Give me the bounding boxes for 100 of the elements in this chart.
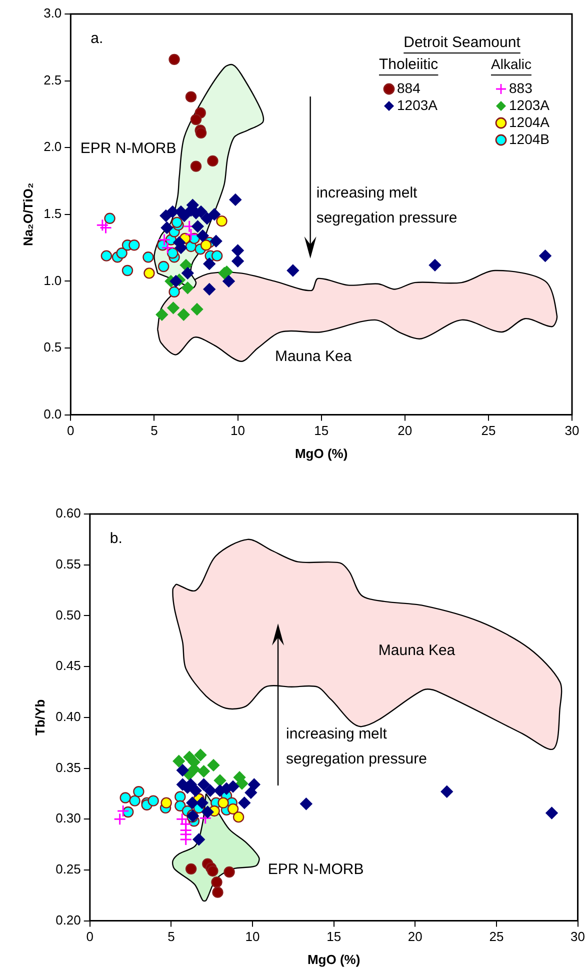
y-tick-label: 0.20 (56, 912, 81, 928)
annotation: increasing melt segregation pressure (286, 726, 427, 768)
y-axis-title: Tb/Yb (32, 699, 48, 736)
x-tick-label: 25 (481, 423, 496, 438)
point (171, 216, 183, 228)
legend-label: 1203A (509, 96, 550, 113)
point (128, 240, 140, 251)
point (192, 220, 204, 233)
y-tick-label: 0.40 (56, 708, 81, 724)
y-tick-label: 0.0 (44, 406, 62, 422)
point (207, 759, 220, 772)
y-tick-label: 0.5 (44, 340, 62, 355)
point (248, 778, 260, 791)
legend-title: Detroit Seamount (404, 34, 522, 52)
annotation: increasing melt segregation pressure (316, 184, 458, 227)
y-tick-label: 0.45 (56, 658, 81, 674)
point (174, 791, 186, 802)
point (172, 755, 185, 768)
point (194, 748, 207, 762)
point (546, 806, 558, 820)
y-tick-label: 0.60 (56, 506, 81, 521)
point (202, 806, 214, 818)
point (211, 876, 222, 888)
point (160, 210, 172, 222)
point (440, 786, 453, 798)
series-label: EPR N-MORB (80, 140, 176, 158)
point (190, 114, 202, 126)
point (104, 212, 116, 224)
x-tick-label: 20 (408, 929, 422, 944)
y-tick-label: 0.30 (56, 810, 81, 826)
point (203, 283, 216, 296)
series-label: Mauna Kea (274, 348, 352, 366)
text: a. (90, 30, 104, 48)
annotation: Alkalic (491, 56, 532, 72)
point (218, 797, 229, 808)
point (196, 230, 209, 242)
x-tick-label: 15 (314, 423, 329, 438)
x-tick-label: 15 (326, 929, 342, 944)
legend-label: 883 (509, 80, 533, 96)
point (100, 250, 112, 262)
point (214, 774, 226, 787)
point (227, 803, 239, 815)
point (156, 308, 168, 321)
x-tick-label: 20 (398, 423, 412, 438)
point (100, 222, 112, 234)
point (196, 796, 208, 809)
x-tick-label: 0 (86, 929, 94, 944)
point (192, 833, 205, 846)
annotation: Tholeiitic (379, 56, 439, 74)
x-tick-label: 5 (168, 929, 175, 944)
y-tick-label: 2.0 (44, 139, 62, 154)
point (190, 160, 202, 172)
x-axis-title: MgO (%) (294, 446, 348, 461)
point (232, 244, 244, 257)
point (210, 235, 222, 248)
point (184, 228, 198, 241)
y-tick-label: 3.0 (44, 6, 62, 21)
point (168, 286, 180, 298)
point (167, 302, 180, 314)
point (176, 764, 189, 776)
point (207, 155, 218, 167)
point (190, 303, 204, 316)
point (96, 218, 109, 232)
point (133, 786, 144, 798)
point (120, 792, 131, 804)
point (222, 275, 235, 288)
point (148, 795, 159, 806)
point (116, 248, 128, 259)
y-tick-label: 1.5 (44, 206, 62, 221)
legend-label: 1203A (397, 96, 438, 113)
point (203, 258, 216, 270)
text: b. (110, 530, 122, 548)
point (198, 765, 210, 778)
point (167, 248, 178, 259)
point (286, 264, 300, 277)
point (232, 811, 244, 823)
point (185, 91, 197, 102)
point (129, 795, 140, 806)
point (186, 796, 198, 809)
point (238, 796, 250, 809)
point (185, 863, 197, 875)
point (224, 866, 235, 878)
point (170, 275, 182, 288)
x-tick-label: 10 (230, 423, 246, 438)
point (428, 259, 442, 272)
legend-label: 1204B (509, 130, 550, 147)
y-axis-title: Na₂O/TiO₂ (20, 182, 36, 246)
point (229, 194, 242, 206)
point (182, 282, 194, 294)
point (190, 784, 202, 797)
y-tick-label: 0.25 (56, 862, 81, 877)
point (180, 259, 192, 272)
point (211, 250, 223, 262)
x-tick-label: 10 (245, 929, 260, 944)
y-tick-label: 0.35 (56, 760, 81, 775)
point (122, 264, 134, 276)
point (216, 215, 228, 227)
legend-label: 1204A (509, 114, 550, 130)
point (144, 268, 155, 279)
point (160, 222, 174, 234)
